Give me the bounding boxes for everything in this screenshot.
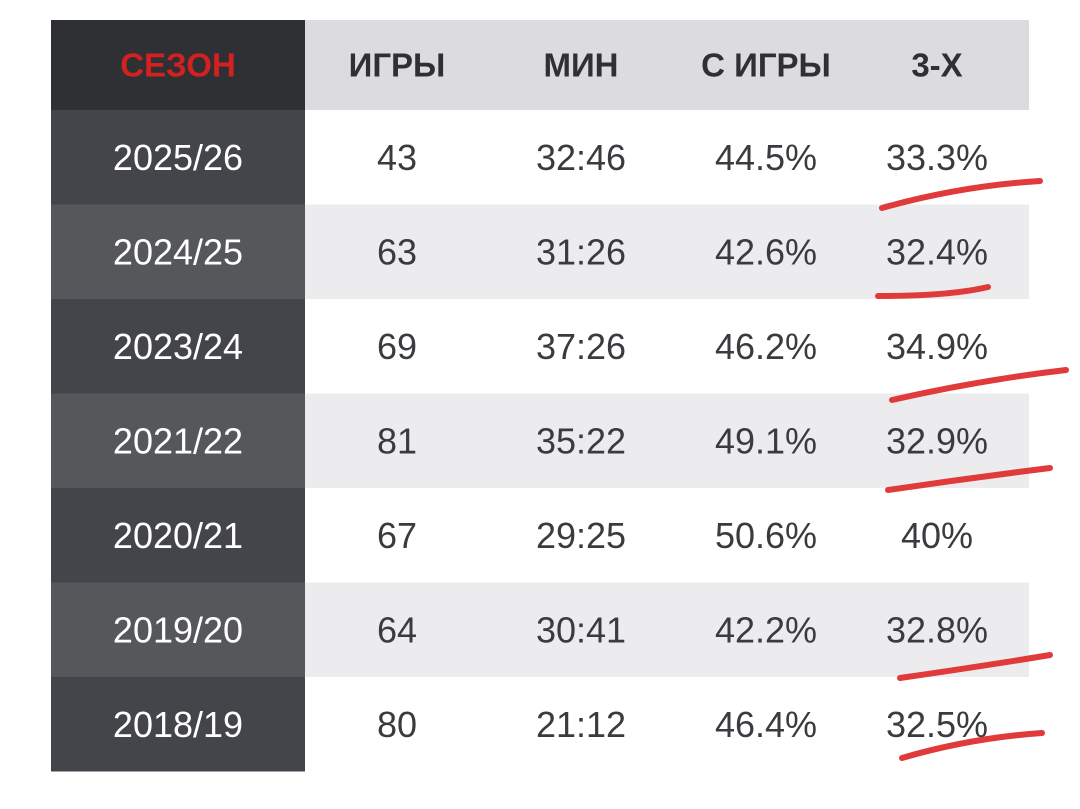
stat-value: 32.9% [886,420,988,461]
stat-value: 46.4% [715,704,817,745]
column-header: МИН [543,47,618,84]
stat-value: 42.6% [715,231,817,272]
stat-value: 40% [901,515,973,556]
stat-value: 44.5% [715,137,817,178]
stat-value: 46.2% [715,326,817,367]
season-label: 2025/26 [113,137,243,178]
stat-value: 64 [377,609,417,650]
underline [897,652,1053,681]
stat-value: 67 [377,515,417,556]
header-row [305,20,1029,110]
season-label: 2018/19 [113,704,243,745]
stat-value: 34.9% [886,326,988,367]
stat-value: 81 [377,420,417,461]
row-background [305,393,1029,488]
stat-value: 80 [377,704,417,745]
season-cell [51,488,305,583]
column-header: С ИГРЫ [701,47,831,84]
column-header: 3-Х [911,47,962,84]
stat-value: 37:26 [536,326,626,367]
column-header: СЕЗОН [120,47,236,84]
stat-value: 30:41 [536,609,626,650]
table-body: СЕЗОН ИГРЫ МИН С ИГРЫ 3-Х 2025/26 43 32:46 44.5%… [51,20,1029,772]
season-cell [51,110,305,205]
row-background [305,204,1029,299]
underline [889,367,1069,403]
season-label: 2024/25 [113,231,243,272]
stat-value: 42.2% [715,609,817,650]
season-cell [51,393,305,488]
column-header: ИГРЫ [349,47,446,84]
stat-value: 32.4% [886,231,988,272]
stat-value: 43 [377,137,417,178]
season-cell [51,299,305,394]
row-background [305,110,1029,205]
stat-value: 21:12 [536,704,626,745]
row-background [305,299,1029,394]
stat-value: 32.8% [886,609,988,650]
stat-value: 35:22 [536,420,626,461]
season-label: 2023/24 [113,326,243,367]
underline [875,284,991,299]
handwritten-underlines [875,178,1069,761]
season-cell [51,582,305,677]
row-background [305,488,1029,583]
header-first-cell [51,20,305,110]
underline [885,465,1053,493]
stat-value: 63 [377,231,417,272]
stat-value: 32:46 [536,137,626,178]
underline [899,730,1045,761]
season-label: 2019/20 [113,609,243,650]
stat-value: 49.1% [715,420,817,461]
stat-value: 33.3% [886,137,988,178]
season-label: 2021/22 [113,420,243,461]
season-cell [51,204,305,299]
season-label: 2020/21 [113,515,243,556]
row-background [305,582,1029,677]
stat-value: 69 [377,326,417,367]
stat-value: 50.6% [715,515,817,556]
underline [879,178,1043,211]
season-cell [51,677,305,772]
stat-value: 29:25 [536,515,626,556]
stat-value: 32.5% [886,704,988,745]
stat-value: 31:26 [536,231,626,272]
